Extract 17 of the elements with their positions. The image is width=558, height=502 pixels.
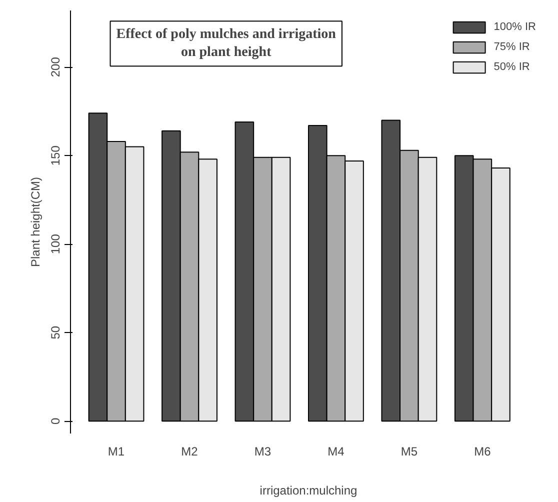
y-tick-label: 200 bbox=[48, 56, 62, 78]
text: Effect of poly mulches and irrigation on plant height bbox=[116, 27, 336, 60]
x-tick-label: M4 bbox=[328, 444, 345, 458]
x-tick-label: M6 bbox=[474, 444, 492, 458]
x-tick-label: M3 bbox=[254, 444, 272, 458]
y-tick-label: 50 bbox=[48, 326, 62, 340]
y-tick-label: 150 bbox=[48, 145, 62, 166]
y-tick-label: 100 bbox=[48, 234, 62, 254]
x-tick-label: M5 bbox=[400, 444, 418, 458]
legend-label: 50% IR bbox=[494, 61, 530, 73]
x-tick-label: M2 bbox=[181, 444, 198, 458]
legend-label: 75% IR bbox=[494, 41, 530, 53]
y-axis-title: Plant height(CM) bbox=[28, 176, 42, 268]
x-axis-title: irrigation:mulching bbox=[260, 484, 358, 498]
legend-label: 100% IR bbox=[494, 21, 536, 33]
x-tick-label: M1 bbox=[108, 444, 125, 458]
y-tick-label: 0 bbox=[48, 417, 62, 424]
